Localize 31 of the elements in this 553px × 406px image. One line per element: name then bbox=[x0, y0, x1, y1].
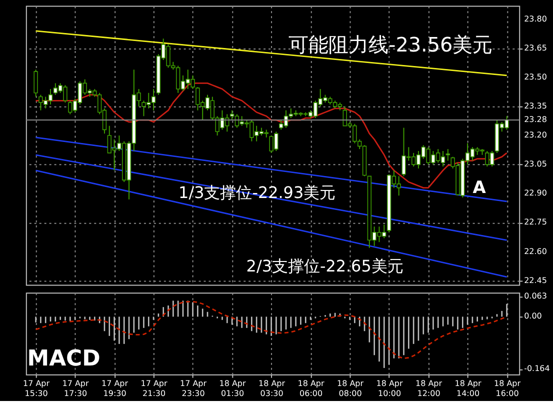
x-tick-label: 17 Apr 15:30 bbox=[23, 378, 50, 398]
x-tick-label: 17 Apr 21:30 bbox=[140, 378, 168, 398]
y-tick-label: 22.60 bbox=[524, 246, 547, 256]
y-tick-label: 23.35 bbox=[524, 101, 547, 110]
x-tick-label: 18 Apr 03:30 bbox=[258, 378, 286, 398]
annotation: 可能阻力线-23.56美元 bbox=[288, 34, 493, 57]
ref-line-label: 23.28 bbox=[524, 115, 547, 124]
y-tick-label: 23.65 bbox=[524, 43, 547, 52]
x-tick-label: 18 Apr 10:00 bbox=[376, 378, 404, 398]
y-tick-label: 22.75 bbox=[524, 218, 547, 227]
y-tick-label: 22.90 bbox=[524, 188, 547, 198]
y-tick-label: 23.20 bbox=[524, 130, 547, 140]
x-tick-label: 18 Apr 14:00 bbox=[454, 378, 482, 398]
annotation: A bbox=[472, 177, 487, 198]
x-tick-label: 18 Apr 16:00 bbox=[494, 378, 522, 398]
x-tick-label: 17 Apr 23:30 bbox=[180, 378, 208, 398]
y-tick-label: 22.45 bbox=[524, 276, 547, 285]
x-tick-label: 18 Apr 12:00 bbox=[416, 378, 443, 398]
x-tick-label: 17 Apr 19:30 bbox=[102, 378, 129, 398]
x-tick-label: 17 Apr 17:30 bbox=[62, 378, 90, 398]
y-tick-label: 23.05 bbox=[524, 160, 547, 169]
annotation: MACD bbox=[27, 346, 100, 372]
y-tick-label: 23.50 bbox=[524, 72, 547, 82]
y-tick-label: 0.00 bbox=[524, 312, 542, 321]
y-tick-label: -0.164 bbox=[524, 364, 550, 374]
x-tick-label: 18 Apr 06:00 bbox=[298, 378, 325, 398]
y-tick-label: 0.063 bbox=[524, 292, 547, 301]
x-tick-label: 18 Apr 08:00 bbox=[337, 378, 364, 398]
x-tick-label: 18 Apr 01:30 bbox=[219, 378, 246, 398]
annotation: 2/3支撑位-22.65美元 bbox=[246, 256, 404, 276]
y-tick-label: 23.80 bbox=[524, 14, 547, 24]
